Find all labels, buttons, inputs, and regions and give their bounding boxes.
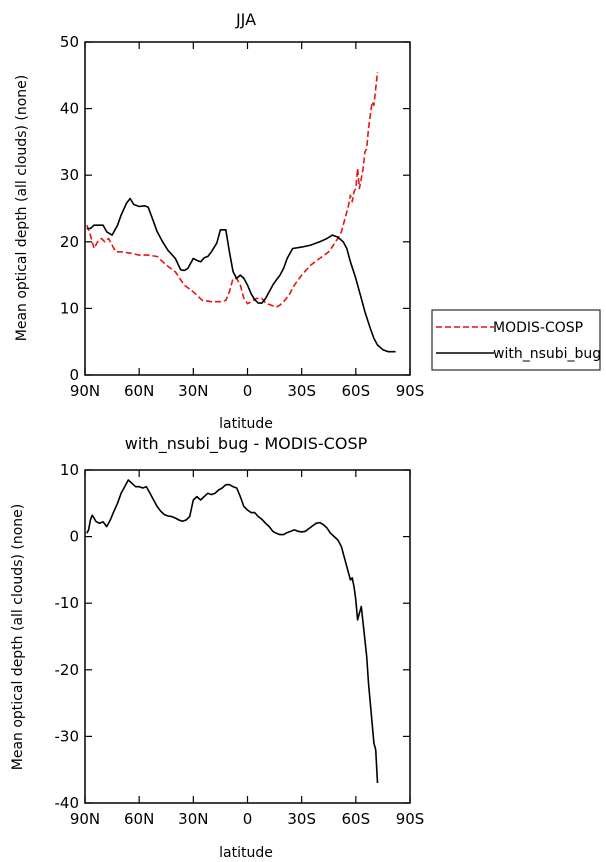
panel-top: JJA Mean optical depth (all clouds) (non… [14,10,424,432]
legend: MODIS-COSP with_nsubi_bug [431,309,601,371]
panel-bottom-series-line-0 [86,479,379,784]
panel-top-xtick-label: 60N [124,382,154,400]
panel-bottom-xtick-label: 60N [124,810,154,828]
panel-top-xtick-label: 60S [342,382,371,400]
panel-top-xtick-label: 30S [287,382,316,400]
panel-bottom-xtick-label: 0 [243,810,253,828]
legend-label-modis-cosp: MODIS-COSP [493,320,583,336]
panel-bottom-xtick-label: 60S [342,810,371,828]
panel-bottom-ytick-label: -20 [55,661,80,679]
panel-top-xlabel: latitude [219,416,273,432]
panel-bottom-xtick-label: 30N [178,810,208,828]
panel-bottom-ytick-label: -30 [55,727,80,745]
panel-bottom-ytick-label: 0 [69,528,79,546]
legend-label-with-nsubi-bug: with_nsubi_bug [493,346,601,362]
panel-bottom-plot-frame [84,469,411,804]
panel-top-ytick-label: 10 [60,299,79,317]
panel-top-xtick-label: 90S [396,382,425,400]
panel-top-ytick-label: 40 [60,100,79,118]
panel-top-ytick-label: 50 [60,33,79,51]
panel-top-series-line-with-nsubi-bug [86,197,396,353]
panel-bottom: with_nsubi_bug - MODIS-COSP Mean optical… [10,434,424,861]
panel-top-xtick-label: 0 [243,382,253,400]
panel-top-series-line-modis-cosp [86,71,379,308]
panel-top-title: JJA [235,10,256,29]
panel-top-ticks: 90N 60N 30N 0 30S 60S 90S 0 10 20 30 40 50 [60,33,424,400]
panel-top-xtick-label: 90N [70,382,100,400]
panel-bottom-xtick-label: 90N [70,810,100,828]
panel-top-xtick-label: 30N [178,382,208,400]
panel-bottom-series [86,479,379,784]
legend-box [431,309,601,371]
panel-top-ylabel: Mean optical depth (all clouds) (none) [14,75,30,341]
panel-bottom-xtick-label: 30S [287,810,316,828]
panel-top-series [86,71,396,353]
panel-bottom-xtick-label: 90S [396,810,425,828]
panel-top-ytick-label: 0 [69,366,79,384]
panel-top-ytick-label: 20 [60,233,79,251]
panel-top-plot-frame [84,41,411,376]
panel-bottom-ylabel: Mean optical depth (all clouds) (none) [10,504,26,770]
panel-bottom-ytick-label: -40 [55,794,80,812]
panel-bottom-ticks: 90N 60N 30N 0 30S 60S 90S -40 -30 -20 -10 0 10 [55,461,425,828]
panel-bottom-title: with_nsubi_bug - MODIS-COSP [125,434,368,454]
panel-bottom-ytick-label: 10 [60,461,79,479]
panel-bottom-xlabel: latitude [219,845,273,861]
panel-bottom-ytick-label: -10 [55,594,80,612]
panel-top-ytick-label: 30 [60,166,79,184]
